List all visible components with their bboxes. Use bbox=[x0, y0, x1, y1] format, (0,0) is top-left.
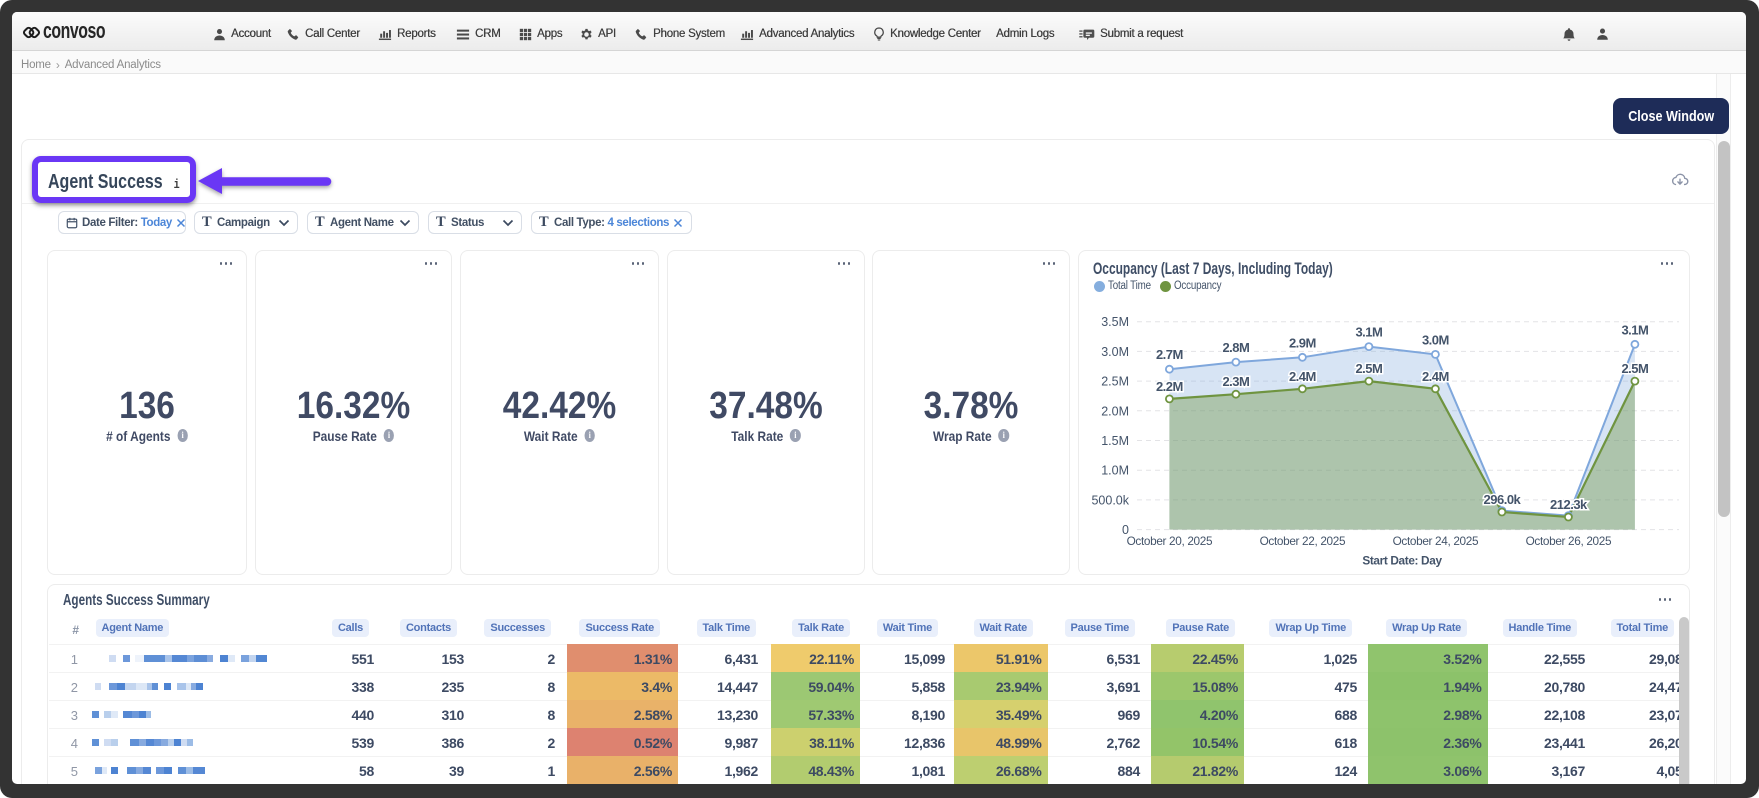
svg-text:500.0k: 500.0k bbox=[1091, 493, 1129, 507]
svg-text:October 24, 2025: October 24, 2025 bbox=[1393, 534, 1479, 548]
svg-text:October 20, 2025: October 20, 2025 bbox=[1127, 534, 1213, 548]
svg-text:1.5M: 1.5M bbox=[1101, 434, 1129, 448]
svg-text:2.8M: 2.8M bbox=[1222, 340, 1249, 355]
svg-text:2.5M: 2.5M bbox=[1355, 361, 1382, 376]
svg-text:Start Date: Day: Start Date: Day bbox=[1362, 554, 1442, 568]
svg-text:3.0M: 3.0M bbox=[1422, 332, 1449, 347]
svg-text:2.0M: 2.0M bbox=[1101, 404, 1129, 418]
svg-text:212.3k: 212.3k bbox=[1550, 497, 1588, 512]
svg-text:2.5M: 2.5M bbox=[1101, 375, 1129, 389]
svg-text:October 22, 2025: October 22, 2025 bbox=[1260, 534, 1346, 548]
svg-text:2.4M: 2.4M bbox=[1422, 369, 1449, 384]
svg-text:3.1M: 3.1M bbox=[1621, 322, 1648, 337]
svg-text:2.2M: 2.2M bbox=[1156, 379, 1183, 394]
svg-text:2.3M: 2.3M bbox=[1222, 374, 1249, 389]
svg-text:3.5M: 3.5M bbox=[1101, 315, 1129, 329]
svg-text:3.0M: 3.0M bbox=[1101, 345, 1129, 359]
svg-text:0: 0 bbox=[1122, 523, 1129, 537]
svg-text:296.0k: 296.0k bbox=[1484, 492, 1522, 507]
svg-text:2.5M: 2.5M bbox=[1621, 361, 1648, 376]
svg-text:2.9M: 2.9M bbox=[1289, 335, 1316, 350]
svg-text:2.7M: 2.7M bbox=[1156, 347, 1183, 362]
svg-text:3.1M: 3.1M bbox=[1355, 325, 1382, 340]
svg-text:1.0M: 1.0M bbox=[1101, 464, 1129, 478]
svg-text:October 26, 2025: October 26, 2025 bbox=[1526, 534, 1612, 548]
svg-text:2.4M: 2.4M bbox=[1289, 369, 1316, 384]
